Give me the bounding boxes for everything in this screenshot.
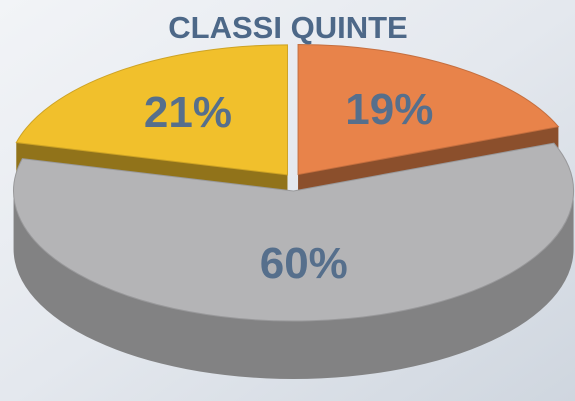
data-label: 19%: [345, 85, 433, 134]
chart-title: CLASSI QUINTE: [168, 10, 407, 45]
data-label: 21%: [144, 88, 232, 137]
slice: [15, 44, 288, 176]
slice-side: [13, 190, 574, 379]
data-label: 60%: [260, 239, 348, 288]
pie: [13, 44, 575, 379]
slice: [13, 142, 575, 322]
slice: [297, 44, 560, 176]
